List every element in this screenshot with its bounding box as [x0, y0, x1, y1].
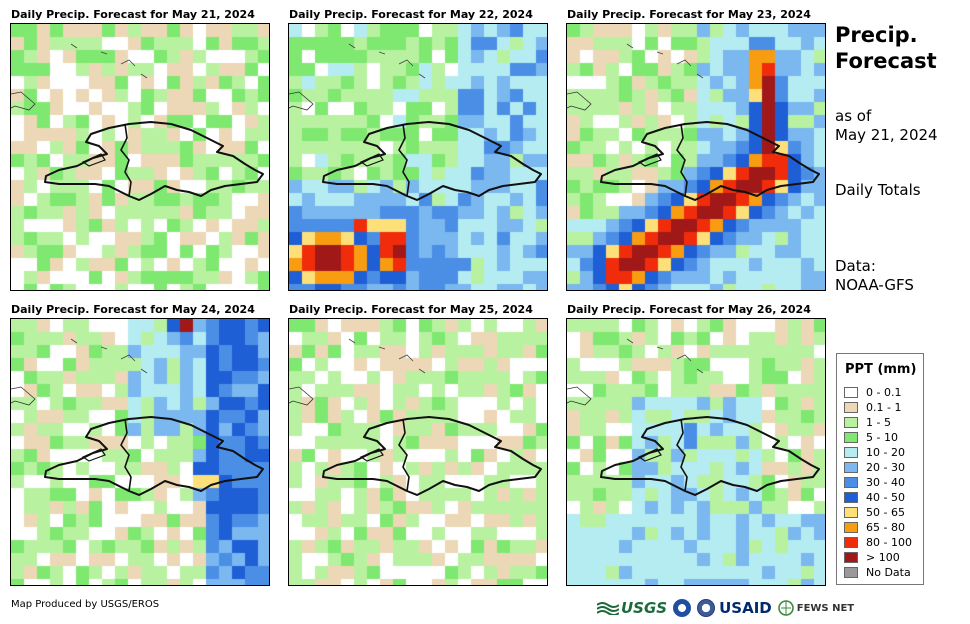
border-line	[676, 418, 688, 492]
panel-title-2: Daily Precip. Forecast for May 22, 2024	[289, 8, 533, 21]
legend-swatch	[844, 417, 858, 428]
legend-label: 40 - 50	[866, 491, 905, 504]
nasa-seal-icon	[697, 599, 716, 617]
island-outline	[289, 43, 542, 201]
panel-title-4: Daily Precip. Forecast for May 24, 2024	[11, 303, 255, 316]
bahamas-islets	[70, 43, 148, 79]
island-outline	[567, 338, 820, 496]
data-source-line1: Data:	[835, 257, 876, 275]
legend-swatch	[844, 387, 858, 398]
island-outline	[567, 43, 820, 201]
coast-line	[44, 121, 264, 201]
logo-strip: USGS USAID FEWS NET	[597, 596, 854, 620]
cuba-coast	[11, 386, 36, 406]
fews-logo: FEWS NET	[777, 600, 855, 616]
legend-swatch	[844, 402, 858, 413]
legend-swatch	[844, 507, 858, 518]
legend-label: 0 - 0.1	[866, 386, 902, 399]
noaa-logo-icon	[673, 599, 692, 617]
legend-label: 50 - 65	[866, 506, 905, 519]
small-island	[359, 153, 384, 167]
map-panel-1	[10, 23, 270, 291]
panel-title-5: Daily Precip. Forecast for May 25, 2024	[289, 303, 533, 316]
as-of-label: as of May 21, 2024	[835, 107, 938, 145]
legend-swatch	[844, 552, 858, 563]
map-panel-6	[566, 318, 826, 586]
coast-line	[44, 416, 264, 496]
legend-label: 0.1 - 1	[866, 401, 902, 414]
legend-label: No Data	[866, 566, 911, 579]
legend-label: 10 - 20	[866, 446, 905, 459]
panel-title-6: Daily Precip. Forecast for May 26, 2024	[567, 303, 811, 316]
border-line	[120, 418, 132, 492]
legend-swatch	[844, 492, 858, 503]
small-island	[359, 448, 384, 462]
legend-label: 5 - 10	[866, 431, 898, 444]
bahamas-islets	[348, 43, 426, 79]
island-outline	[11, 338, 264, 496]
border-line	[398, 418, 410, 492]
coast-line	[600, 416, 820, 496]
daily-totals-label: Daily Totals	[835, 181, 921, 199]
bahamas-islets	[626, 338, 704, 374]
panel-title-3: Daily Precip. Forecast for May 23, 2024	[567, 8, 811, 21]
bahamas-islets	[70, 338, 148, 374]
map-panel-2	[288, 23, 548, 291]
side-title-line1: Precip.	[835, 23, 918, 47]
legend-swatch	[844, 567, 858, 578]
small-island	[81, 448, 106, 462]
border-line	[398, 123, 410, 197]
legend-label: 30 - 40	[866, 476, 905, 489]
usgs-logo-text: USGS	[621, 599, 668, 617]
as-of-line1: as of	[835, 107, 872, 125]
small-island	[637, 153, 662, 167]
usaid-logo: USAID	[719, 599, 772, 617]
cuba-coast	[289, 91, 314, 111]
legend-swatch	[844, 462, 858, 473]
cuba-coast	[289, 386, 314, 406]
panel-title-1: Daily Precip. Forecast for May 21, 2024	[11, 8, 255, 21]
border-line	[676, 123, 688, 197]
credit-text: Map Produced by USGS/EROS	[11, 599, 160, 610]
data-source-name: NOAA-GFS	[835, 276, 914, 294]
fews-globe-icon	[777, 600, 794, 616]
legend-title: PPT (mm)	[845, 362, 917, 377]
legend-label: > 100	[866, 551, 900, 564]
fews-logo-text: FEWS NET	[796, 602, 855, 614]
island-outline	[11, 43, 264, 201]
legend-label: 1 - 5	[866, 416, 891, 429]
small-island	[637, 448, 662, 462]
side-title-line2: Forecast	[835, 49, 937, 73]
usgs-waves-icon	[597, 602, 619, 615]
coast-line	[600, 121, 820, 201]
cuba-coast	[567, 386, 592, 406]
legend-swatch	[844, 447, 858, 458]
map-panel-3	[566, 23, 826, 291]
bahamas-islets	[348, 338, 426, 374]
side-title: Precip. Forecast	[835, 22, 937, 74]
island-outline	[289, 338, 542, 496]
legend-label: 80 - 100	[866, 536, 912, 549]
legend-label: 65 - 80	[866, 521, 905, 534]
map-panel-4	[10, 318, 270, 586]
cuba-coast	[567, 91, 592, 111]
as-of-date: May 21, 2024	[835, 126, 938, 144]
coast-line	[322, 121, 542, 201]
data-source-label: Data: NOAA-GFS	[835, 257, 914, 295]
legend-label: 20 - 30	[866, 461, 905, 474]
small-island	[81, 153, 106, 167]
legend-swatch	[844, 432, 858, 443]
map-panel-5	[288, 318, 548, 586]
legend-swatch	[844, 522, 858, 533]
coast-line	[322, 416, 542, 496]
legend-swatch	[844, 477, 858, 488]
bahamas-islets	[626, 43, 704, 79]
legend-swatch	[844, 537, 858, 548]
legend: PPT (mm) 0 - 0.1 0.1 - 1 1 - 5 5 - 10 10 - 2…	[836, 353, 924, 585]
usgs-logo: USGS	[597, 599, 667, 617]
cuba-coast	[11, 91, 36, 111]
border-line	[120, 123, 132, 197]
